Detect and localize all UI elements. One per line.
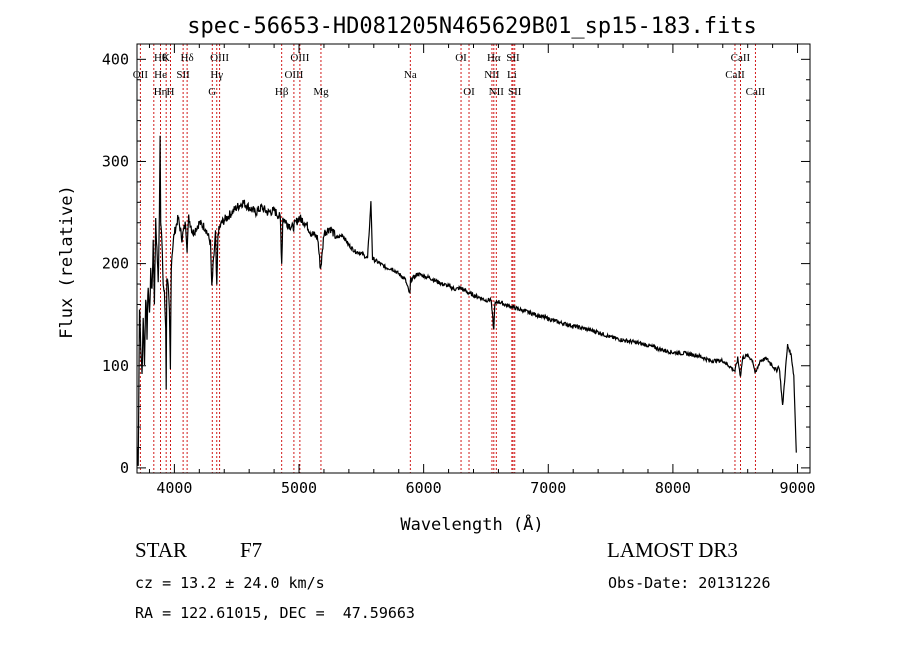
line-label: CaII (725, 69, 745, 81)
line-label: Hθ (154, 52, 167, 64)
y-tick-label: 400 (102, 50, 129, 68)
line-label: Hα (487, 52, 501, 64)
obs-date: Obs-Date: 20131226 (608, 574, 771, 592)
y-tick-label: 200 (102, 255, 129, 273)
line-label: NII (489, 86, 505, 98)
y-axis-label: Flux (relative) (57, 185, 77, 339)
line-label: CaII (731, 52, 751, 64)
line-label: G (208, 86, 216, 98)
line-label: He (154, 69, 167, 81)
reference-line-labels: OIIHθHeHηKHSIIHδGHγOIIIHβOIIIOIIIMgNaOIO… (133, 52, 766, 98)
line-label: OI (455, 52, 467, 64)
x-tick-label: 4000 (156, 479, 192, 497)
line-label: Hβ (275, 86, 289, 98)
line-label: OIII (290, 52, 309, 64)
line-label: SII (176, 69, 190, 81)
line-label: Hδ (181, 52, 194, 64)
velocity-readout: cz = 13.2 ± 24.0 km/s (135, 574, 325, 592)
line-label: Li (507, 69, 517, 81)
survey-name: LAMOST DR3 (607, 538, 738, 562)
line-label: OI (463, 86, 475, 98)
y-axis: 0 100 200 300 400 (102, 50, 810, 477)
x-tick-label: 7000 (530, 479, 566, 497)
line-label: Hγ (210, 69, 223, 81)
x-tick-label: 5000 (281, 479, 317, 497)
x-tick-label: 6000 (406, 479, 442, 497)
line-label: Mg (313, 86, 329, 98)
x-tick-label: 8000 (655, 479, 691, 497)
line-label: Hη (154, 86, 168, 98)
y-tick-label: 300 (102, 152, 129, 170)
line-label: Na (404, 69, 417, 81)
plot-frame (136, 43, 811, 474)
line-label: OIII (210, 52, 229, 64)
x-axis-label: Wavelength (Å) (400, 513, 543, 535)
chart-title: spec-56653-HD081205N465629B01_sp15-183.f… (187, 14, 757, 39)
line-label: SII (506, 52, 520, 64)
object-class: STAR (135, 538, 187, 562)
x-tick-label: 9000 (779, 479, 815, 497)
x-axis: 4000 5000 6000 7000 8000 9000 (148, 44, 816, 497)
reference-lines (139, 44, 756, 473)
line-label: OIII (284, 69, 303, 81)
y-tick-label: 100 (102, 357, 129, 375)
object-subclass: F7 (240, 538, 263, 562)
line-label: SII (508, 86, 522, 98)
spectrum-line (136, 135, 797, 466)
y-tick-label: 0 (120, 459, 129, 477)
line-label: OII (133, 69, 149, 81)
line-label: NII (484, 69, 500, 81)
line-label: H (167, 86, 175, 98)
line-label: K (162, 52, 170, 64)
coordinates: RA = 122.61015, DEC = 47.59663 (135, 604, 415, 622)
line-label: CaII (746, 86, 766, 98)
